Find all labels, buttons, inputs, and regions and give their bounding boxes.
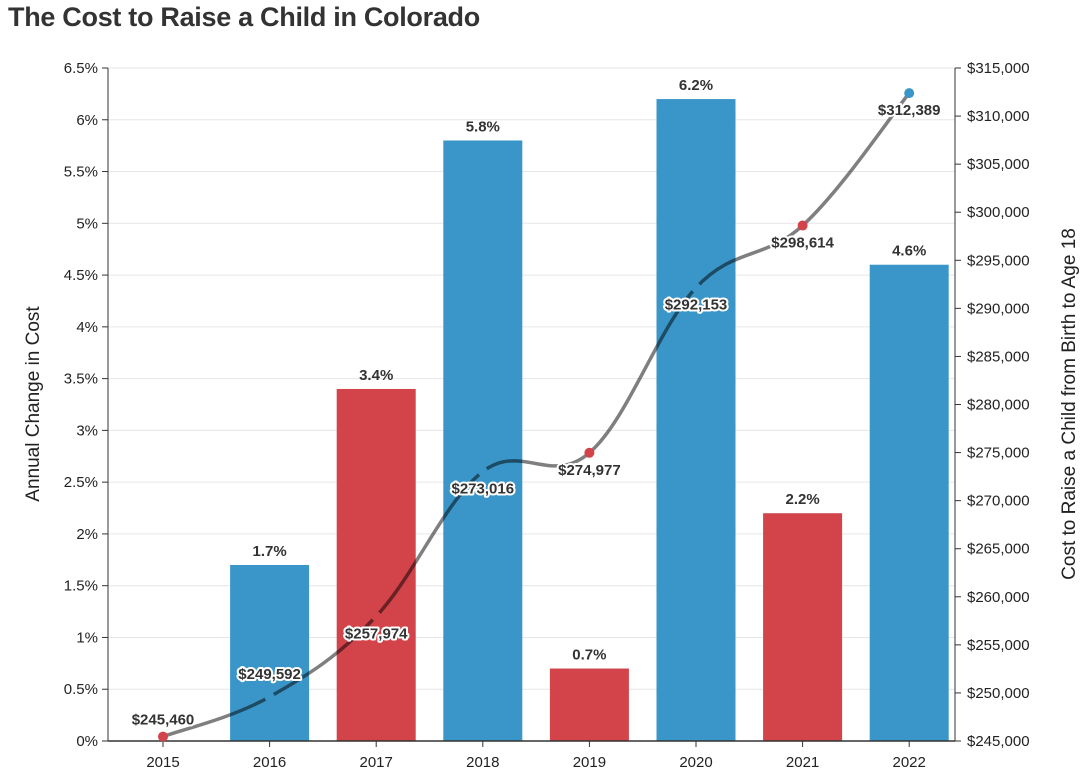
- y-tick-label: 4%: [76, 319, 98, 336]
- line-value-label: $274,977: [558, 462, 621, 479]
- bar-value-label: 2.2%: [785, 491, 819, 508]
- bar: [230, 564, 310, 741]
- y2-tick-label: $295,000: [967, 252, 1030, 269]
- y-tick-label: 1.5%: [64, 578, 98, 595]
- y2-tick-label: $290,000: [967, 300, 1030, 317]
- y2-tick-label: $280,000: [967, 397, 1030, 414]
- line-point: [691, 282, 701, 293]
- bar: [869, 264, 949, 741]
- y2-tick-label: $300,000: [967, 204, 1030, 221]
- bar: [443, 140, 523, 741]
- y-tick-label: 6%: [76, 112, 98, 129]
- bar-value-label: 0.7%: [572, 647, 606, 664]
- y2-tick-label: $270,000: [967, 493, 1030, 510]
- axes: 0% 0.5% 1% 1.5% 2% 2.5% 3% 3.5% 4% 4.5% 5% 5.5% 6% 6.…: [64, 60, 1030, 771]
- x-tick-label: 2020: [679, 754, 712, 771]
- line-value-label: $298,614: [771, 235, 834, 252]
- y2-tick-label: $260,000: [967, 589, 1030, 606]
- y-tick-label: 0.5%: [64, 681, 98, 698]
- x-tick-label: 2018: [466, 754, 499, 771]
- bar-series: [230, 99, 949, 742]
- y2-axis-title: Cost to Raise a Child from Birth to Age …: [1059, 228, 1080, 580]
- line-value-label: $245,460: [132, 712, 195, 729]
- cost-line: [161, 91, 911, 739]
- x-tick-label: 2019: [573, 754, 606, 771]
- y2-tick-label: $250,000: [967, 685, 1030, 702]
- bar: [656, 99, 736, 742]
- bar-value-label: 5.8%: [466, 118, 500, 135]
- line-value-label: $273,016: [452, 481, 515, 498]
- line-value-label: $249,592: [238, 666, 301, 683]
- y2-tick-label: $285,000: [967, 348, 1030, 365]
- x-tick-label: 2017: [360, 754, 393, 771]
- y2-tick-label: $245,000: [967, 733, 1030, 750]
- x-tick-label: 2015: [146, 754, 179, 771]
- y-axis-title: Annual Change in Cost: [23, 306, 44, 502]
- line-value-label: $292,153: [665, 297, 728, 314]
- y-tick-label: 1%: [76, 629, 98, 646]
- y2-tick-label: $310,000: [967, 108, 1030, 125]
- line-point: [158, 731, 168, 742]
- data-labels: 1.7% 3.4% 5.8% 0.7% 6.2% 2.2% 4.6% $245,460 $249…: [130, 77, 943, 731]
- y2-tick-label: $265,000: [967, 541, 1030, 558]
- line-point: [264, 691, 275, 702]
- bar-value-label: 6.2%: [679, 77, 713, 94]
- y-tick-label: 3.5%: [64, 371, 98, 388]
- y-tick-label: 5%: [76, 215, 98, 232]
- bar-value-label: 4.6%: [892, 243, 926, 260]
- y-tick-label: 2.5%: [64, 474, 98, 491]
- y-tick-label: 5.5%: [64, 164, 98, 181]
- bar-value-label: 3.4%: [359, 367, 393, 384]
- y-tick-label: 3%: [76, 422, 98, 439]
- bar: [763, 513, 843, 741]
- y2-tick-label: $315,000: [967, 60, 1030, 77]
- y2-tick-label: $305,000: [967, 156, 1030, 173]
- bar: [549, 668, 629, 741]
- y-tick-label: 0%: [76, 733, 98, 750]
- x-tick-label: 2021: [786, 754, 819, 771]
- x-tick-label: 2016: [253, 754, 286, 771]
- line-point: [477, 466, 488, 477]
- y2-tick-label: $275,000: [967, 445, 1030, 462]
- x-tick-label: 2022: [893, 754, 926, 771]
- y-tick-label: 6.5%: [64, 60, 98, 77]
- line-point: [904, 88, 915, 99]
- chart-title: The Cost to Raise a Child in Colorado: [8, 2, 480, 32]
- y2-tick-label: $255,000: [967, 637, 1030, 654]
- line-point: [371, 611, 382, 622]
- line-value-label: $312,389: [878, 102, 941, 119]
- line-point: [797, 220, 808, 231]
- line-point: [584, 447, 595, 458]
- bar: [336, 388, 416, 741]
- line-series: [158, 88, 915, 742]
- line-value-label: $257,974: [345, 625, 408, 642]
- bar-value-label: 1.7%: [252, 543, 286, 560]
- y-tick-label: 2%: [76, 526, 98, 543]
- y-tick-label: 4.5%: [64, 267, 98, 284]
